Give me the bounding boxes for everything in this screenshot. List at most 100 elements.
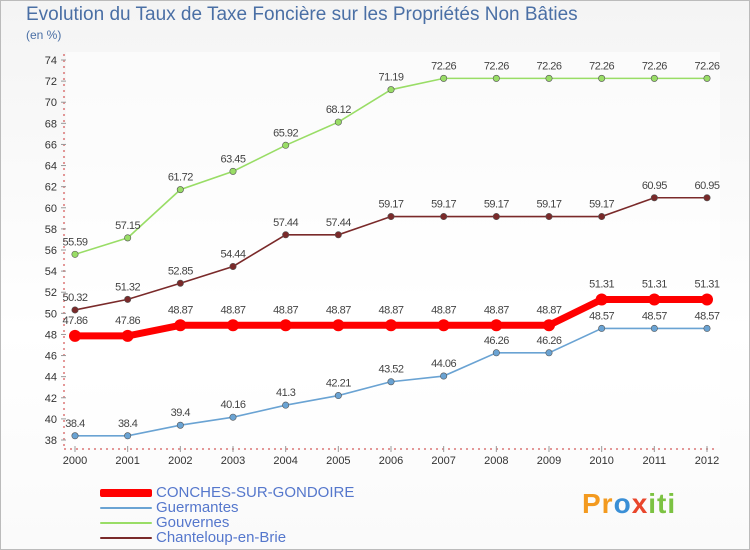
data-label-conches-sur-gondoire: 48.87 xyxy=(484,304,509,316)
data-point-chanteloup-en-brie xyxy=(229,262,237,270)
data-label-gouvernes: 57.15 xyxy=(115,220,140,232)
y-tick-label: 68 xyxy=(45,118,57,130)
x-tick-label: 2006 xyxy=(379,455,403,467)
y-tick-label: 40 xyxy=(45,414,57,426)
data-label-conches-sur-gondoire: 48.87 xyxy=(378,304,403,316)
x-tick-label: 2001 xyxy=(115,455,139,467)
data-label-gouvernes: 72.26 xyxy=(589,60,614,72)
data-label-guermantes: 41.3 xyxy=(276,387,296,399)
y-tick-label: 66 xyxy=(45,139,57,151)
data-point-gouvernes xyxy=(650,74,658,82)
data-label-guermantes: 46.26 xyxy=(536,335,561,347)
data-point-conches-sur-gondoire xyxy=(543,319,555,332)
data-point-conches-sur-gondoire xyxy=(227,319,239,332)
data-label-guermantes: 38.4 xyxy=(118,418,138,430)
data-label-guermantes: 39.4 xyxy=(171,407,191,419)
y-tick-label: 44 xyxy=(45,372,57,384)
data-point-conches-sur-gondoire xyxy=(701,293,713,306)
data-point-conches-sur-gondoire xyxy=(437,319,450,332)
data-label-gouvernes: 55.59 xyxy=(62,236,87,248)
data-point-gouvernes xyxy=(282,141,290,149)
data-point-guermantes xyxy=(124,432,132,440)
y-tick-label: 56 xyxy=(45,245,57,257)
data-label-conches-sur-gondoire: 48.87 xyxy=(273,304,298,316)
data-point-guermantes xyxy=(387,378,395,386)
data-point-guermantes xyxy=(703,324,711,332)
data-point-guermantes xyxy=(650,324,658,332)
data-point-guermantes xyxy=(545,349,553,357)
data-point-guermantes xyxy=(440,372,448,380)
y-tick-label: 64 xyxy=(45,161,57,173)
data-point-gouvernes xyxy=(124,234,132,242)
data-point-gouvernes xyxy=(387,86,395,94)
data-label-chanteloup-en-brie: 50.32 xyxy=(62,292,87,304)
data-label-gouvernes: 72.26 xyxy=(642,60,667,72)
legend-item-guermantes: Guermantes xyxy=(100,500,354,515)
legend-swatch-guermantes xyxy=(100,506,152,509)
data-label-chanteloup-en-brie: 52.85 xyxy=(168,265,193,277)
data-point-guermantes xyxy=(71,432,79,440)
data-label-chanteloup-en-brie: 57.44 xyxy=(273,217,298,229)
data-label-gouvernes: 72.26 xyxy=(484,60,509,72)
data-label-conches-sur-gondoire: 48.87 xyxy=(220,304,245,316)
data-label-gouvernes: 72.26 xyxy=(536,60,561,72)
data-point-gouvernes xyxy=(545,74,553,82)
data-point-conches-sur-gondoire xyxy=(121,329,134,342)
data-point-chanteloup-en-brie xyxy=(124,295,132,303)
data-label-guermantes: 48.57 xyxy=(589,310,614,322)
data-point-conches-sur-gondoire xyxy=(385,319,397,332)
data-label-conches-sur-gondoire: 48.87 xyxy=(431,304,456,316)
legend-label-gouvernes: Gouvernes xyxy=(156,514,230,531)
data-point-conches-sur-gondoire xyxy=(490,319,503,332)
legend-label-guermantes: Guermantes xyxy=(156,499,239,516)
data-label-gouvernes: 65.92 xyxy=(273,127,298,139)
legend-item-gouvernes: Gouvernes xyxy=(100,515,354,530)
data-point-conches-sur-gondoire xyxy=(595,293,608,306)
data-label-gouvernes: 71.19 xyxy=(378,72,403,84)
data-point-gouvernes xyxy=(229,167,237,175)
legend-label-chanteloup: Chanteloup-en-Brie xyxy=(156,529,287,546)
data-label-chanteloup-en-brie: 57.44 xyxy=(326,217,351,229)
data-point-conches-sur-gondoire xyxy=(279,319,292,332)
x-tick-label: 2011 xyxy=(643,455,667,467)
data-point-gouvernes xyxy=(71,250,79,258)
legend-label-conches: CONCHES-SUR-GONDOIRE xyxy=(156,484,355,501)
data-label-conches-sur-gondoire: 51.31 xyxy=(589,279,614,291)
data-label-chanteloup-en-brie: 59.17 xyxy=(431,199,456,211)
y-tick-label: 48 xyxy=(45,329,57,341)
y-unit-label: (en %) xyxy=(26,28,62,42)
chart-title: Evolution du Taux de Taxe Foncière sur l… xyxy=(26,4,578,25)
data-point-guermantes xyxy=(282,401,290,409)
data-point-conches-sur-gondoire xyxy=(648,293,661,306)
data-point-guermantes xyxy=(598,324,606,332)
data-point-chanteloup-en-brie xyxy=(598,213,606,221)
y-tick-label: 62 xyxy=(45,182,57,194)
x-tick-label: 2003 xyxy=(221,455,245,467)
x-tick-label: 2005 xyxy=(326,455,350,467)
data-label-guermantes: 42.21 xyxy=(326,378,351,390)
data-label-chanteloup-en-brie: 59.17 xyxy=(536,199,561,211)
legend-swatch-gouvernes xyxy=(100,521,152,524)
x-tick-label: 2010 xyxy=(589,455,613,467)
x-tick-label: 2004 xyxy=(273,455,297,467)
data-point-conches-sur-gondoire xyxy=(69,329,81,342)
y-tick-label: 46 xyxy=(45,351,57,363)
data-point-chanteloup-en-brie xyxy=(440,213,448,221)
data-point-conches-sur-gondoire xyxy=(332,319,345,332)
data-point-guermantes xyxy=(229,413,237,421)
data-point-chanteloup-en-brie xyxy=(703,194,711,202)
data-point-chanteloup-en-brie xyxy=(492,213,500,221)
x-tick-label: 2009 xyxy=(537,455,561,467)
data-point-gouvernes xyxy=(598,74,606,82)
y-tick-label: 52 xyxy=(45,287,57,299)
data-label-gouvernes: 72.26 xyxy=(694,60,719,72)
data-label-chanteloup-en-brie: 60.95 xyxy=(694,180,719,192)
y-tick-label: 54 xyxy=(45,266,57,278)
data-point-guermantes xyxy=(492,349,500,357)
y-tick-label: 72 xyxy=(45,76,57,88)
data-point-gouvernes xyxy=(176,186,184,194)
data-label-chanteloup-en-brie: 60.95 xyxy=(642,180,667,192)
data-label-gouvernes: 68.12 xyxy=(326,104,351,116)
y-tick-label: 74 xyxy=(45,55,57,67)
